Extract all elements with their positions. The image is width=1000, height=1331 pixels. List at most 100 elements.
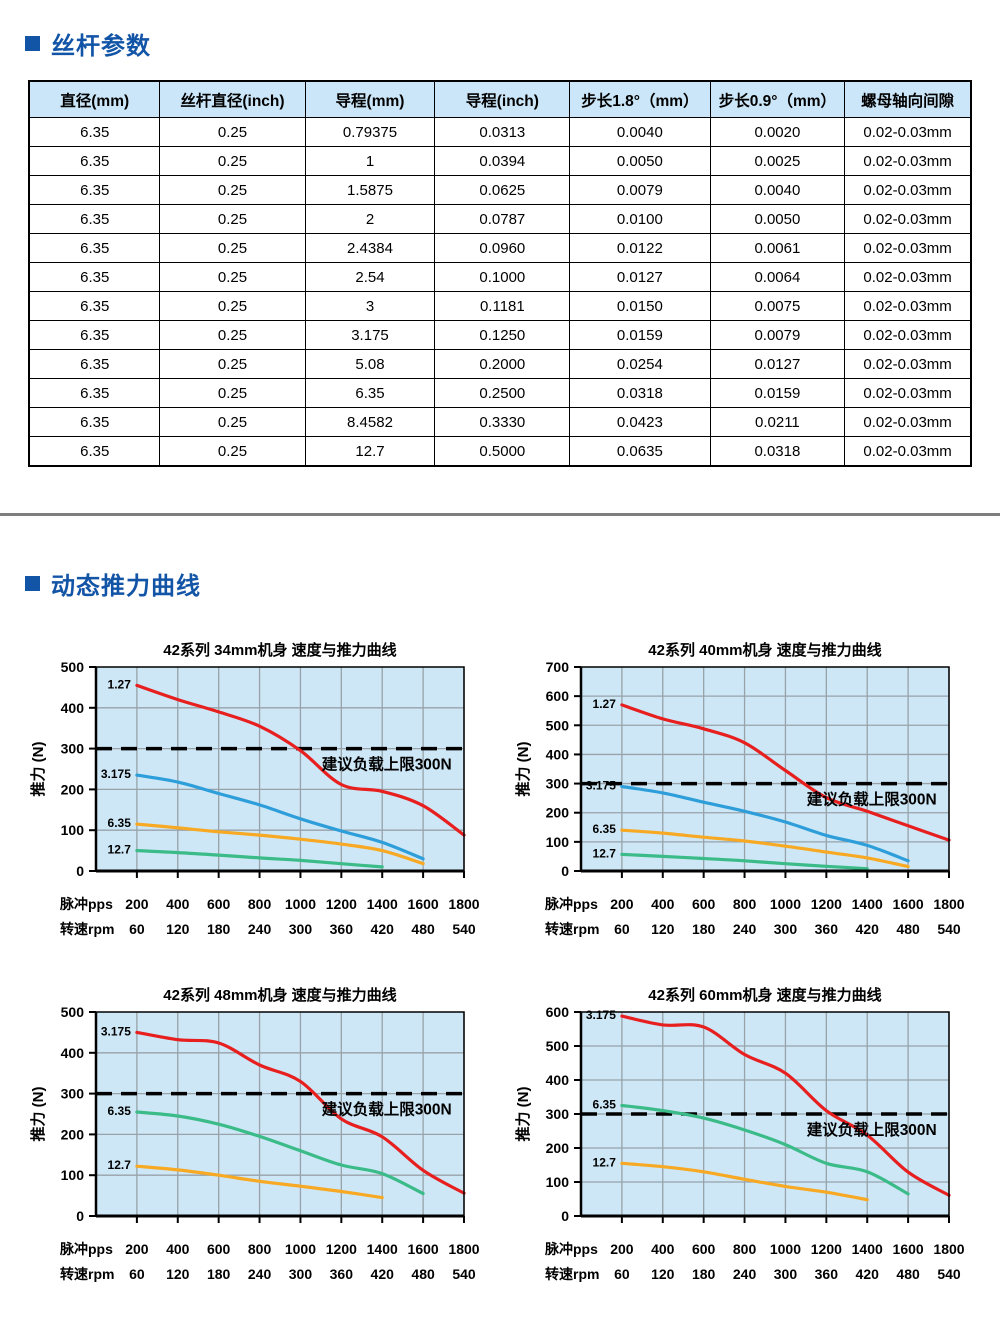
- table-cell: 0.25: [159, 407, 306, 437]
- y-tick-label: 0: [76, 1208, 84, 1224]
- screw-parameter-table: 直径(mm) 丝杆直径(inch) 导程(mm) 导程(inch) 步长1.8°（mm）…: [28, 80, 972, 467]
- x-tick-rpm: 240: [248, 921, 272, 937]
- y-axis-title: 推力 (N): [515, 1087, 532, 1142]
- x-row-label-pps: 脉冲pps: [59, 896, 113, 912]
- table-header-cell: 导程(mm): [304, 80, 436, 118]
- x-tick-rpm: 120: [166, 1266, 190, 1282]
- x-tick-pps: 1600: [408, 1241, 439, 1257]
- x-tick-rpm: 540: [937, 1266, 961, 1282]
- table-cell: 8.4582: [304, 407, 436, 437]
- table-cell: 6.35: [28, 349, 161, 379]
- x-tick-rpm: 420: [856, 921, 880, 937]
- x-row-label-pps: 脉冲pps: [544, 1241, 598, 1257]
- thrust-chart-4: 42系列 60mm机身 速度与推力曲线 3.175 6.35 12.7 建议负载上限30…: [514, 982, 985, 1297]
- curve-label: 1.27: [593, 697, 617, 711]
- table-cell: 0.79375: [304, 117, 436, 147]
- x-tick-pps: 1400: [852, 896, 883, 912]
- table-cell: 0.02-0.03mm: [844, 291, 972, 321]
- x-tick-pps: 1400: [367, 896, 398, 912]
- y-tick-label: 200: [61, 781, 85, 797]
- table-cell: 0.02-0.03mm: [844, 146, 972, 176]
- x-tick-rpm: 240: [733, 921, 757, 937]
- y-tick-label: 300: [61, 1086, 85, 1102]
- x-tick-rpm: 300: [289, 1266, 313, 1282]
- section-divider: [0, 513, 1000, 516]
- x-tick-rpm: 180: [692, 1266, 716, 1282]
- x-row-label-rpm: 转速rpm: [60, 1266, 114, 1282]
- y-tick-label: 600: [546, 1004, 570, 1020]
- x-tick-rpm: 420: [371, 921, 395, 937]
- curve-lead-1.27: [135, 683, 466, 837]
- x-tick-rpm: 60: [129, 921, 145, 937]
- x-tick-rpm: 300: [774, 1266, 798, 1282]
- table-cell: 6.35: [28, 436, 161, 467]
- x-tick-pps: 1200: [326, 1241, 357, 1257]
- table-cell: 0.25: [159, 175, 306, 205]
- curve-label: 12.7: [108, 843, 132, 857]
- table-cell: 6.35: [28, 117, 161, 147]
- thrust-chart-1: 42系列 34mm机身 速度与推力曲线 1.27 3.175 6.35 12.7 建议负载…: [29, 637, 500, 952]
- section-title-text: 动态推力曲线: [51, 573, 201, 600]
- curve-label: 3.175: [101, 1024, 131, 1038]
- table-cell: 3.175: [304, 320, 436, 350]
- table-cell: 0.2500: [434, 378, 571, 408]
- table-cell: 0.25: [159, 436, 306, 467]
- table-cell: 12.7: [304, 436, 436, 467]
- section-title-thrust-curves: 动态推力曲线: [25, 566, 1000, 601]
- x-tick-rpm: 60: [129, 1266, 145, 1282]
- table-cell: 0.0159: [709, 378, 846, 408]
- table-cell: 0.0787: [434, 204, 571, 234]
- y-tick-label: 200: [61, 1126, 85, 1142]
- x-tick-rpm: 180: [207, 921, 231, 937]
- x-tick-pps: 200: [125, 1241, 149, 1257]
- x-tick-rpm: 420: [856, 1266, 880, 1282]
- x-tick-rpm: 300: [774, 921, 798, 937]
- x-tick-pps: 400: [651, 896, 675, 912]
- curve-lead-12.7: [620, 1161, 869, 1202]
- x-tick-rpm: 420: [371, 1266, 395, 1282]
- y-tick-label: 100: [546, 834, 570, 850]
- x-tick-pps: 1600: [893, 896, 924, 912]
- section-title-screw-params: 丝杆参数: [25, 26, 1000, 61]
- table-row: 6.35 0.25 3 0.1181 0.0150 0.0075 0.02-0.03mm: [28, 291, 972, 321]
- table-cell: 0.2000: [434, 349, 571, 379]
- x-tick-rpm: 540: [452, 1266, 476, 1282]
- x-tick-pps: 1600: [893, 1241, 924, 1257]
- table-row: 6.35 0.25 6.35 0.2500 0.0318 0.0159 0.02-0.03m…: [28, 378, 972, 408]
- square-bullet-icon: [25, 576, 40, 591]
- thrust-chart-3: 42系列 48mm机身 速度与推力曲线 3.175 6.35 12.7 建议负载上限30…: [29, 982, 500, 1297]
- x-tick-pps: 1800: [448, 1241, 479, 1257]
- table-cell: 0.0127: [709, 349, 846, 379]
- load-limit-label: 建议负载上限300N: [807, 790, 937, 809]
- table-cell: 0.1000: [434, 262, 571, 292]
- table-cell: 0.0313: [434, 117, 571, 147]
- y-axis-title: 推力 (N): [515, 742, 532, 797]
- y-tick-label: 400: [61, 700, 85, 716]
- x-tick-pps: 800: [248, 896, 272, 912]
- x-tick-rpm: 360: [330, 921, 354, 937]
- table-cell: 0.0050: [569, 146, 711, 176]
- table-cell: 1.5875: [304, 175, 436, 205]
- x-tick-pps: 1600: [408, 896, 439, 912]
- table-cell: 0.02-0.03mm: [844, 320, 972, 350]
- chart-title: 42系列 60mm机身 速度与推力曲线: [648, 986, 881, 1004]
- section-title-text: 丝杆参数: [51, 33, 151, 60]
- table-cell: 0.25: [159, 204, 306, 234]
- table-cell: 6.35: [28, 291, 161, 321]
- x-tick-rpm: 180: [692, 921, 716, 937]
- table-cell: 0.0211: [709, 407, 846, 437]
- table-row: 6.35 0.25 3.175 0.1250 0.0159 0.0079 0.02-0.03…: [28, 320, 972, 350]
- load-limit-label: 建议负载上限300N: [807, 1120, 937, 1139]
- table-cell: 0.1250: [434, 320, 571, 350]
- table-cell: 0.0040: [709, 175, 846, 205]
- x-tick-rpm: 360: [330, 1266, 354, 1282]
- chart-title: 42系列 48mm机身 速度与推力曲线: [163, 986, 396, 1004]
- curve-lead-1.27: [620, 703, 951, 842]
- y-tick-label: 200: [546, 805, 570, 821]
- table-cell: 0.3330: [434, 407, 571, 437]
- curve-lead-6.35: [620, 1103, 910, 1196]
- x-tick-rpm: 120: [166, 921, 190, 937]
- x-tick-pps: 800: [248, 1241, 272, 1257]
- table-cell: 5.08: [304, 349, 436, 379]
- table-cell: 0.02-0.03mm: [844, 407, 972, 437]
